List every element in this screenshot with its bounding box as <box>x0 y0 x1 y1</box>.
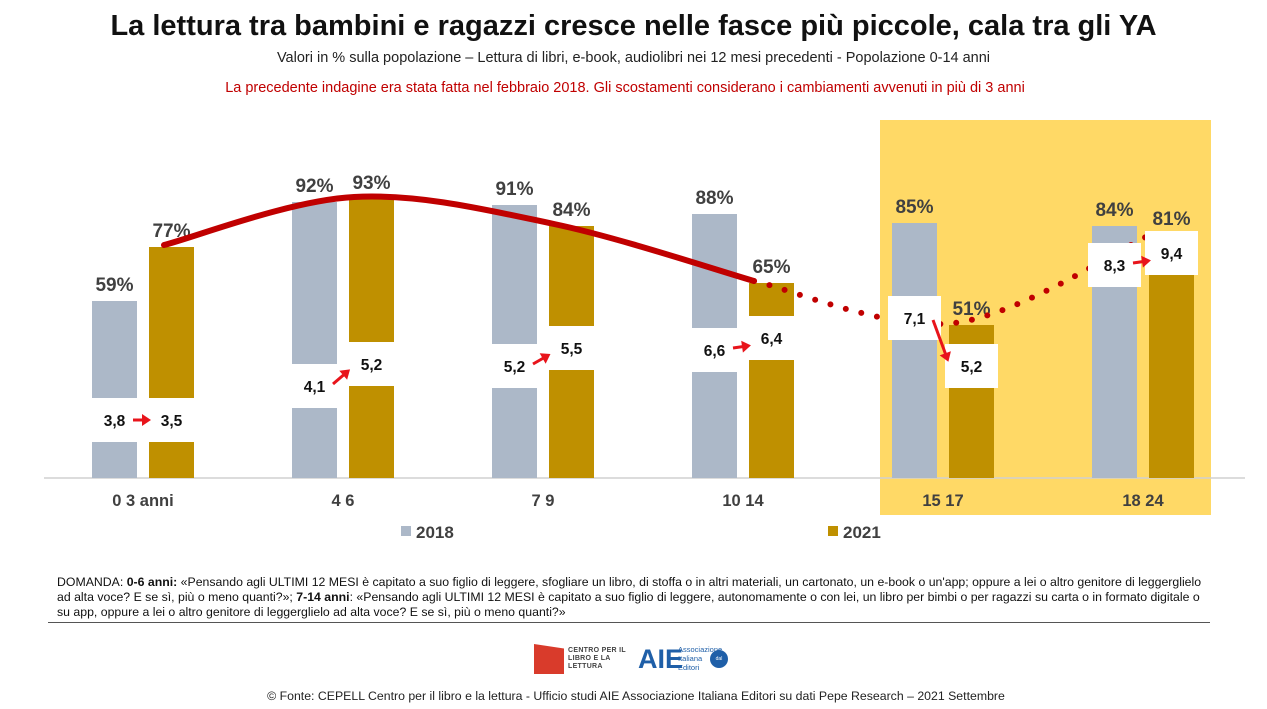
aie-logo-mark: AIE <box>638 644 684 674</box>
x-tick-label: 7 9 <box>532 492 555 510</box>
change-arrowhead <box>339 369 351 380</box>
data-label-2018: 92% <box>295 176 333 197</box>
books-value-2021: 5,2 <box>361 357 383 374</box>
bar-2018 <box>492 205 537 478</box>
books-value-2021: 5,5 <box>561 341 583 358</box>
bar-2021 <box>149 247 194 478</box>
books-box-2021 <box>745 316 798 360</box>
aie-logo-text: Associazione Italiana Editori <box>678 645 723 672</box>
books-value-2021: 3,5 <box>161 413 183 430</box>
bar-2021 <box>1149 235 1194 478</box>
data-label-2018: 85% <box>895 197 933 218</box>
question-text-7-14: : «Pensando agli ULTIMI 12 MESI è capita… <box>57 590 1200 619</box>
change-arrowhead <box>939 351 951 362</box>
books-value-2018: 3,8 <box>104 413 126 430</box>
x-tick-label: 0 3 anni <box>112 492 173 510</box>
question-text-0-6: «Pensando agli ULTIMI 12 MESI è capitato… <box>57 575 1202 604</box>
bar-chart: 59% 77% 0 3 anni 92% 93% 4 6 91% 84% 7 9 88% 65% 10… <box>44 120 1245 542</box>
books-box-2018 <box>488 344 541 388</box>
books-box-2021 <box>945 344 998 388</box>
bar-2021 <box>349 199 394 478</box>
data-label-2021: 51% <box>952 299 990 320</box>
trend-line-solid <box>161 193 757 284</box>
x-tick-label: 10 14 <box>722 492 764 510</box>
books-box-2021 <box>145 398 198 442</box>
cepell-logo-mark <box>534 644 564 674</box>
aie-seal: dal 1869 <box>710 650 728 680</box>
bar-2018 <box>892 223 937 478</box>
data-label-2021: 84% <box>552 200 590 221</box>
books-value-2018: 8,3 <box>1104 258 1126 275</box>
legend-swatch <box>828 526 838 536</box>
books-box-2021 <box>345 342 398 386</box>
data-label-2021: 93% <box>352 173 390 194</box>
books-box-2018 <box>88 398 141 442</box>
survey-question: DOMANDA: 0-6 anni: «Pensando agli ULTIMI… <box>57 575 1207 620</box>
books-box-2018 <box>888 296 941 340</box>
books-value-2018: 5,2 <box>504 359 526 376</box>
books-value-2021: 5,2 <box>961 359 983 376</box>
question-group-0-6: 0-6 anni: <box>126 575 178 589</box>
books-box-2018 <box>1088 243 1141 287</box>
books-box-2018 <box>288 364 341 408</box>
bar-2018 <box>92 301 137 478</box>
books-box-2021 <box>1145 231 1198 275</box>
question-prefix: DOMANDA: <box>57 575 127 589</box>
x-tick-label: 15 17 <box>922 492 963 510</box>
books-value-2018: 6,6 <box>704 343 726 360</box>
trend-line-dotted <box>751 230 1157 327</box>
legend-swatch <box>401 526 411 536</box>
data-label-2018: 88% <box>695 188 733 209</box>
books-value-2018: 7,1 <box>904 311 926 328</box>
bar-2021 <box>749 283 794 478</box>
books-value-2018: 4,1 <box>304 379 326 396</box>
change-arrow <box>931 319 949 359</box>
chart-title: La lettura tra bambini e ragazzi cresce … <box>110 10 1157 42</box>
change-arrowhead <box>741 340 751 353</box>
change-arrowhead <box>539 353 551 364</box>
cepell-logo-text: CENTRO PER IL LIBRO E LA LETTURA <box>568 647 626 670</box>
books-value-2021: 9,4 <box>1161 246 1183 263</box>
change-arrowhead <box>142 414 151 426</box>
books-value-2021: 6,4 <box>761 331 783 348</box>
x-tick-label: 4 6 <box>332 492 355 510</box>
books-box-2021 <box>545 326 598 370</box>
data-label-2021: 77% <box>152 221 190 242</box>
chart-subtitle: Valori in % sulla popolazione – Lettura … <box>276 50 991 66</box>
divider <box>48 622 1210 623</box>
survey-note: La precedente indagine era stata fatta n… <box>225 80 1025 96</box>
bar-2018 <box>292 202 337 478</box>
aie-logo: AIE Associazione Italiana Editori dal 18… <box>638 644 738 680</box>
source-note: © Fonte: CEPELL Centro per il libro e la… <box>267 689 1005 703</box>
x-tick-label: 18 24 <box>1122 492 1164 510</box>
data-label-2021: 81% <box>1152 209 1190 230</box>
question-group-7-14: 7-14 anni <box>296 590 350 604</box>
change-arrowhead <box>1141 255 1151 268</box>
legend-label: 2021 <box>843 523 881 542</box>
books-box-2018 <box>688 328 741 372</box>
data-label-2021: 65% <box>752 257 790 278</box>
data-label-2018: 84% <box>1095 200 1133 221</box>
cepell-logo: CENTRO PER IL LIBRO E LA LETTURA <box>534 644 630 678</box>
legend-label: 2018 <box>416 523 454 542</box>
data-label-2018: 91% <box>495 179 533 200</box>
data-label-2018: 59% <box>95 275 133 296</box>
